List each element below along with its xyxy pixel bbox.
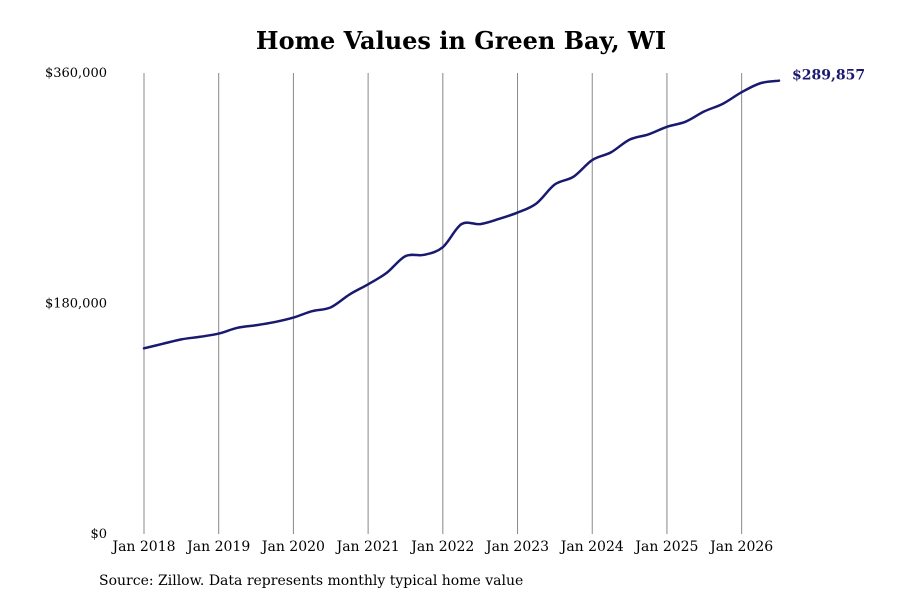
y-tick-label: $0 xyxy=(90,527,107,542)
y-tick-label: $360,000 xyxy=(45,66,107,81)
x-tick-label: Jan 2023 xyxy=(484,539,549,555)
x-tick-label: Jan 2021 xyxy=(335,539,400,555)
y-axis-tick-labels: $360,000 $180,000 $0 xyxy=(45,66,107,542)
chart-title: Home Values in Green Bay, WI xyxy=(255,26,667,55)
source-note: Source: Zillow. Data represents monthly … xyxy=(99,573,524,589)
x-tick-label: Jan 2018 xyxy=(110,539,175,555)
series-layer xyxy=(142,79,781,350)
vertical-gridlines xyxy=(143,73,743,534)
x-tick-label: Jan 2024 xyxy=(559,539,624,555)
x-tick-label: Jan 2020 xyxy=(260,539,325,555)
end-value-label: $289,857 xyxy=(792,68,865,84)
series-line xyxy=(142,79,781,350)
x-tick-label: Jan 2025 xyxy=(633,539,698,555)
x-tick-label: Jan 2026 xyxy=(708,539,773,555)
y-tick-label: $180,000 xyxy=(45,297,107,312)
x-axis-tick-labels: Jan 2018 Jan 2019 Jan 2020 Jan 2021 Jan 2022… xyxy=(110,539,773,555)
x-tick-label: Jan 2022 xyxy=(409,539,474,555)
x-tick-label: Jan 2019 xyxy=(185,539,250,555)
